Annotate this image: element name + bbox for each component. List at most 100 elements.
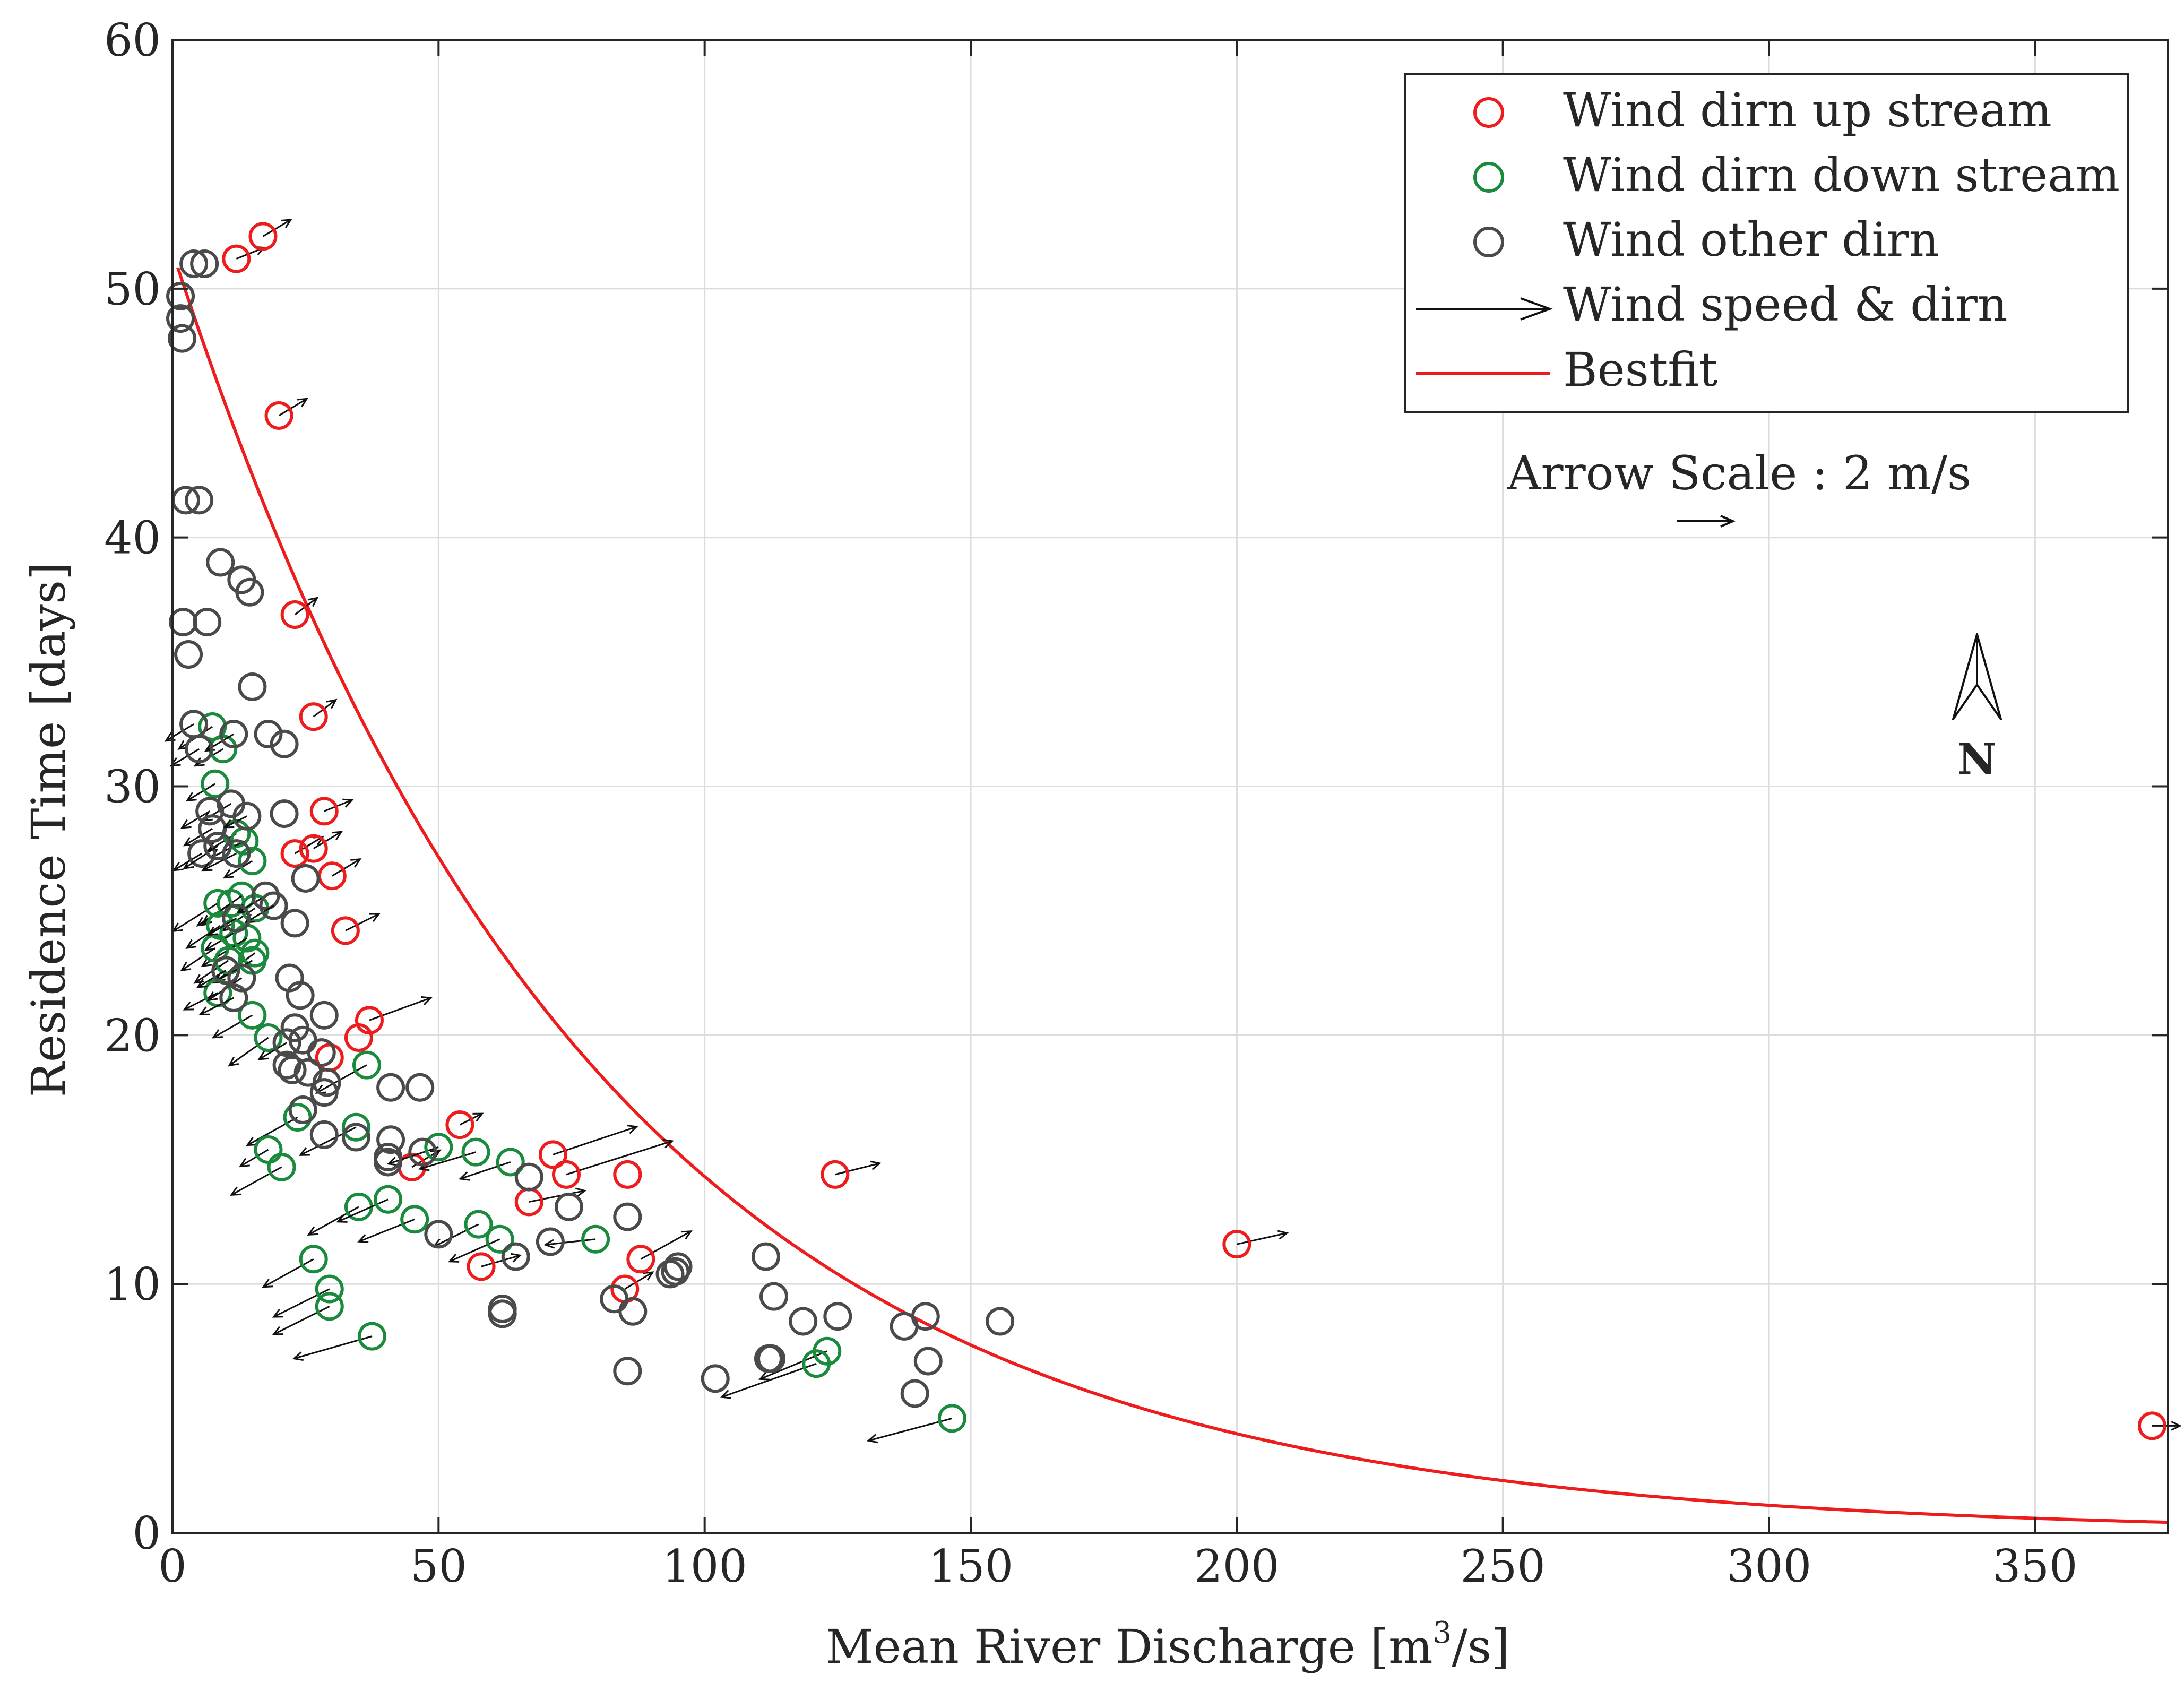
- data-point: [309, 1120, 339, 1149]
- wind-arrow: [202, 852, 237, 871]
- data-point: [190, 249, 219, 278]
- wind-arrow: [181, 810, 210, 829]
- x-tick-label: 200: [1194, 1540, 1279, 1592]
- data-point: [309, 1000, 339, 1030]
- wind-arrow: [308, 1206, 359, 1236]
- x-axis-label-sup: 3: [1433, 1616, 1452, 1650]
- wind-arrow: [184, 827, 213, 846]
- wind-arrow: [273, 1288, 330, 1318]
- data-point: [248, 222, 278, 251]
- wind-arrow: [247, 1116, 298, 1146]
- wind-arrow: [231, 1166, 282, 1196]
- data-point: [166, 281, 195, 310]
- data-point: [187, 839, 217, 868]
- arrow-scale-label: Arrow Scale : 2 m/s: [1507, 446, 1971, 501]
- wind-arrow-head: [272, 1326, 283, 1335]
- wind-arrow-head: [681, 1230, 693, 1240]
- data-point: [272, 1028, 301, 1057]
- data-point: [185, 486, 214, 515]
- x-tick-label: 300: [1727, 1540, 1811, 1592]
- data-point: [496, 1148, 525, 1177]
- data-point: [179, 249, 209, 278]
- data-point: [286, 981, 315, 1010]
- wind-arrow-head: [180, 819, 192, 829]
- wind-arrow-head: [183, 859, 194, 869]
- legend-box: [1404, 73, 2129, 413]
- data-point: [227, 963, 256, 993]
- data-point: [821, 1160, 850, 1189]
- data-point: [424, 1133, 453, 1162]
- data-point: [203, 832, 232, 861]
- data-point: [344, 1023, 373, 1052]
- wind-arrow-head: [386, 1157, 398, 1166]
- tick-labels: 0 50 100 150 200 250 300 350 0 10 20 30 40 50 60: [104, 14, 2077, 1592]
- data-point: [538, 1140, 567, 1169]
- data-point: [352, 1050, 381, 1080]
- data-point: [802, 1349, 831, 1378]
- data-point: [701, 1364, 730, 1393]
- wind-arrow-head: [662, 1138, 674, 1149]
- data-point: [193, 608, 222, 637]
- y-tick-label: 30: [104, 761, 161, 813]
- data-point: [485, 1224, 514, 1254]
- legend-label-arrow: Wind speed & dirn: [1563, 277, 2008, 332]
- wind-arrow-head: [185, 939, 197, 949]
- data-point: [408, 1137, 437, 1167]
- wind-arrow: [263, 1258, 314, 1288]
- x-axis-label: Mean River Discharge [m3/s]: [826, 1616, 1510, 1674]
- data-point: [299, 1245, 328, 1274]
- wind-arrow-head: [357, 1233, 369, 1244]
- data-point: [445, 1110, 474, 1140]
- data-point: [376, 1125, 405, 1154]
- wind-arrow-head: [183, 1001, 194, 1011]
- wind-arrow: [481, 1254, 521, 1267]
- data-point: [1222, 1230, 1251, 1259]
- data-point: [751, 1242, 780, 1271]
- wind-arrow: [640, 1230, 692, 1260]
- data-point: [288, 1095, 317, 1124]
- wind-arrow: [172, 902, 219, 932]
- data-point: [232, 801, 262, 831]
- wind-arrow-head: [298, 1147, 310, 1156]
- data-point: [341, 1123, 370, 1152]
- wind-arrow: [721, 1362, 817, 1398]
- data-point: [376, 1073, 405, 1102]
- data-point: [309, 797, 339, 826]
- wind-arrow: [868, 1417, 953, 1442]
- wind-arrow-head: [246, 1136, 257, 1146]
- data-point: [374, 1185, 403, 1214]
- data-point: [280, 909, 309, 938]
- wind-arrow-head: [292, 1351, 304, 1361]
- wind-arrow: [345, 913, 379, 931]
- data-point: [235, 577, 264, 607]
- data-point: [270, 729, 299, 758]
- data-point: [405, 1073, 435, 1102]
- wind-arrow: [224, 860, 253, 878]
- wind-arrow-head: [201, 862, 213, 872]
- wind-arrow: [170, 748, 200, 766]
- data-point: [618, 1297, 648, 1326]
- wind-arrow-head: [870, 1160, 882, 1170]
- wind-arrow: [624, 1271, 653, 1290]
- wind-arrow-head: [185, 792, 197, 802]
- data-point: [168, 324, 197, 353]
- data-point: [374, 1148, 403, 1177]
- data-point: [913, 1347, 943, 1376]
- wind-arrow: [449, 1238, 500, 1263]
- wind-arrow: [834, 1162, 880, 1176]
- data-point: [267, 1152, 296, 1181]
- legend-label-other: Wind other dirn: [1563, 212, 1939, 267]
- wind-arrow: [313, 831, 342, 849]
- wind-arrow-head: [720, 1390, 731, 1399]
- data-point: [254, 1023, 283, 1052]
- wind-arrow-head: [211, 1029, 223, 1039]
- wind-arrow: [205, 932, 235, 951]
- wind-arrow: [358, 1218, 415, 1243]
- wind-arrow: [186, 783, 215, 801]
- data-point: [341, 1112, 370, 1142]
- data-point: [222, 839, 251, 868]
- wind-arrow: [553, 1126, 637, 1155]
- x-axis-label-main: Mean River Discharge [m: [826, 1619, 1433, 1674]
- data-point: [613, 1202, 642, 1231]
- data-point: [911, 1302, 940, 1331]
